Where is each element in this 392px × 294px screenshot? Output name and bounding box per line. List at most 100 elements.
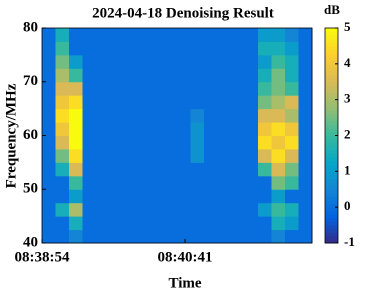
heatmap-cell bbox=[96, 41, 110, 56]
colorbar-segment bbox=[325, 128, 338, 133]
heatmap-cell bbox=[190, 95, 205, 110]
heatmap-cell bbox=[82, 81, 97, 96]
colorbar-segment bbox=[325, 239, 338, 244]
heatmap-cell bbox=[55, 216, 70, 231]
heatmap-cell bbox=[150, 81, 164, 96]
heatmap-cell bbox=[204, 95, 218, 110]
heatmap-cell bbox=[96, 81, 110, 96]
colorbar-segment bbox=[325, 71, 338, 76]
colorbar-segment bbox=[325, 167, 338, 172]
heatmap-cell bbox=[82, 229, 97, 244]
colorbar-segment bbox=[325, 235, 338, 240]
colorbar-segment bbox=[325, 157, 338, 162]
heatmap-cell bbox=[190, 108, 205, 123]
heatmap-cell bbox=[109, 135, 124, 150]
heatmap-cell bbox=[177, 175, 191, 190]
heatmap-cell bbox=[258, 95, 272, 110]
heatmap-cell bbox=[258, 54, 272, 69]
heatmap-cell bbox=[258, 202, 272, 217]
heatmap-cell bbox=[150, 28, 164, 42]
heatmap-cell bbox=[217, 122, 232, 136]
heatmap-cell bbox=[82, 122, 97, 136]
heatmap-cell bbox=[271, 202, 286, 217]
heatmap-cell bbox=[55, 148, 70, 163]
heatmap-cell bbox=[163, 54, 178, 69]
colorbar-segment bbox=[325, 207, 338, 212]
heatmap-cell bbox=[123, 122, 137, 136]
heatmap-cell bbox=[96, 229, 110, 244]
heatmap-cell bbox=[42, 229, 56, 244]
heatmap-cell bbox=[244, 162, 259, 177]
heatmap-cell bbox=[55, 135, 70, 150]
heatmap-cell bbox=[204, 41, 218, 56]
heatmap-cell bbox=[96, 175, 110, 190]
x-tick-label: 08:38:54 bbox=[15, 249, 70, 265]
heatmap-cell bbox=[177, 28, 191, 42]
colorbar-segment bbox=[325, 85, 338, 90]
heatmap-cell bbox=[177, 202, 191, 217]
colorbar-segment bbox=[325, 149, 338, 154]
heatmap-cell bbox=[42, 162, 56, 177]
heatmap-cell bbox=[190, 135, 205, 150]
heatmap-cell bbox=[55, 68, 70, 83]
colorbar-segment bbox=[325, 63, 338, 68]
heatmap-cell bbox=[231, 189, 245, 204]
heatmap-cell bbox=[190, 148, 205, 163]
heatmap-cell bbox=[163, 175, 178, 190]
colorbar-segment bbox=[325, 153, 338, 158]
heatmap-cell bbox=[231, 81, 245, 96]
heatmap-cell bbox=[123, 81, 137, 96]
heatmap-cell bbox=[298, 216, 313, 231]
heatmap-cell bbox=[190, 68, 205, 83]
heatmap-cell bbox=[177, 41, 191, 56]
heatmap-cell bbox=[109, 41, 124, 56]
heatmap-cell bbox=[177, 148, 191, 163]
colorbar-segment bbox=[325, 81, 338, 86]
heatmap-cell bbox=[136, 189, 151, 204]
heatmap-cell bbox=[244, 81, 259, 96]
heatmap-cell bbox=[285, 81, 299, 96]
heatmap-cell bbox=[190, 28, 205, 42]
heatmap-cell bbox=[163, 162, 178, 177]
colorbar-segment bbox=[325, 232, 338, 237]
heatmap-cell bbox=[217, 216, 232, 231]
heatmap-cell bbox=[231, 95, 245, 110]
heatmap-cell bbox=[69, 28, 83, 42]
heatmap-cell bbox=[285, 175, 299, 190]
heatmap-cell bbox=[150, 54, 164, 69]
colorbar-tick-label: 4 bbox=[344, 55, 351, 70]
heatmap-cell bbox=[258, 189, 272, 204]
heatmap-cell bbox=[42, 216, 56, 231]
heatmap-cell bbox=[136, 135, 151, 150]
heatmap-cell bbox=[96, 135, 110, 150]
heatmap-cell bbox=[244, 202, 259, 217]
heatmap-cell bbox=[42, 175, 56, 190]
heatmap-cell bbox=[217, 189, 232, 204]
heatmap-cell bbox=[82, 108, 97, 123]
heatmap-cell bbox=[123, 162, 137, 177]
heatmap-cell bbox=[136, 229, 151, 244]
colorbar-segment bbox=[325, 106, 338, 111]
heatmap-cell bbox=[217, 28, 232, 42]
heatmap-cell bbox=[231, 122, 245, 136]
heatmap-cell bbox=[96, 216, 110, 231]
heatmap-cell bbox=[258, 162, 272, 177]
heatmap-cell bbox=[55, 162, 70, 177]
heatmap-cell bbox=[55, 41, 70, 56]
heatmap-cell bbox=[271, 95, 286, 110]
heatmap-cell bbox=[244, 216, 259, 231]
heatmap-cell bbox=[69, 108, 83, 123]
colorbar-segment bbox=[325, 88, 338, 93]
colorbar-segment bbox=[325, 31, 338, 36]
heatmap-cell bbox=[285, 135, 299, 150]
heatmap-cell bbox=[231, 108, 245, 123]
heatmap-cell bbox=[136, 95, 151, 110]
colorbar-label: dB bbox=[324, 2, 340, 17]
heatmap-cell bbox=[258, 216, 272, 231]
heatmap-cell bbox=[96, 108, 110, 123]
heatmap-cell bbox=[109, 202, 124, 217]
heatmap-cell bbox=[244, 54, 259, 69]
colorbar-segment bbox=[325, 56, 338, 61]
colorbar-segment bbox=[325, 185, 338, 190]
heatmap-cell bbox=[136, 68, 151, 83]
